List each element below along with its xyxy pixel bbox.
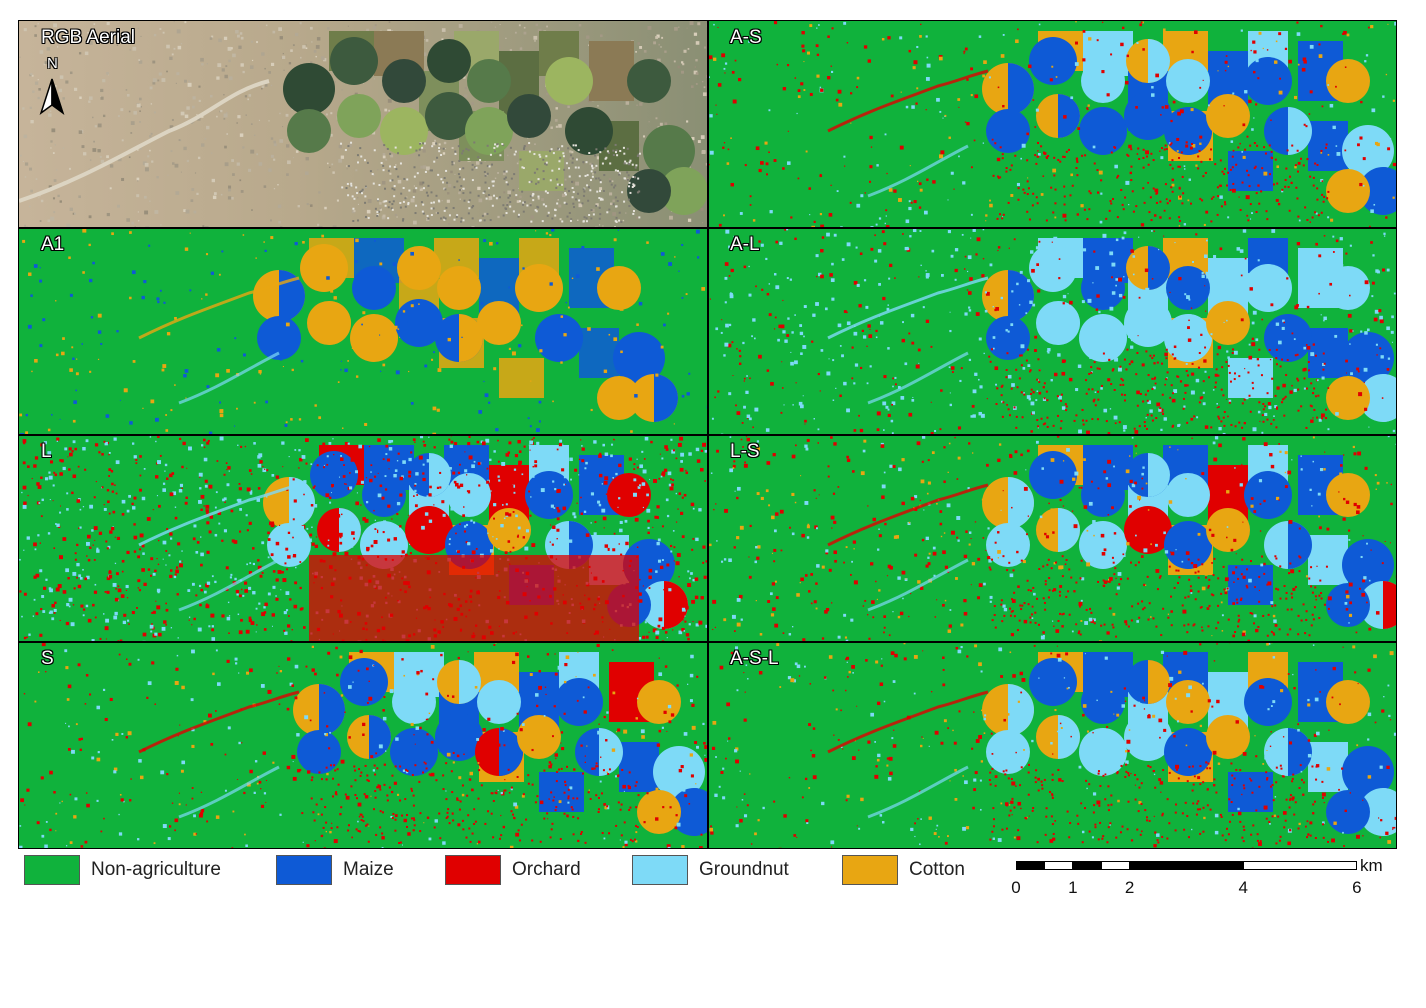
scale-bar-tick-label: 1: [1068, 878, 1078, 897]
legend-item-non-agriculture: Non-agriculture: [24, 855, 221, 885]
map-image-l: [19, 435, 707, 641]
scale-bar-segment: [1101, 861, 1130, 870]
grid-divider-horizontal: [19, 227, 1396, 229]
legend-item-cotton: Cotton: [842, 855, 965, 885]
map-panel-l-s: L-S: [708, 435, 1396, 641]
map-panel-a-s: A-S: [708, 21, 1396, 227]
legend-item-orchard: Orchard: [445, 855, 581, 885]
legend-swatch: [24, 855, 80, 885]
scale-bar-segment: [1243, 861, 1357, 870]
panel-label-a1: A1: [41, 234, 65, 255]
legend-label: Non-agriculture: [91, 859, 221, 880]
scale-bar-segment: [1072, 861, 1102, 870]
north-arrow-icon: [39, 78, 65, 115]
map-image-a-l: [708, 228, 1396, 434]
map-panel-a-s-l: A-S-L: [708, 642, 1396, 848]
map-image-rgb: [19, 21, 707, 227]
legend-label: Cotton: [909, 859, 965, 880]
map-panel-rgb: RGB Aerial N: [19, 21, 707, 227]
map-panel-a1: A1: [19, 228, 707, 434]
panel-label-l: L: [41, 441, 52, 462]
grid-divider-horizontal: [19, 641, 1396, 643]
legend-item-maize: Maize: [276, 855, 394, 885]
legend-swatch: [842, 855, 898, 885]
map-panel-a-l: A-L: [708, 228, 1396, 434]
map-panel-grid: RGB Aerial N A-S A1 A-L L L-S S A-S-L: [18, 20, 1397, 849]
legend-swatch: [276, 855, 332, 885]
panel-label-rgb: RGB Aerial: [41, 27, 135, 48]
legend-item-groundnut: Groundnut: [632, 855, 789, 885]
legend-swatch: [632, 855, 688, 885]
map-image-l-s: [708, 435, 1396, 641]
panel-label-s: S: [41, 648, 54, 669]
north-label: N: [47, 55, 58, 72]
scale-bar: km 0 1 2 4 6: [1010, 856, 1400, 906]
map-panel-l: L: [19, 435, 707, 641]
legend-label: Groundnut: [699, 859, 789, 880]
scale-bar-tick-label: 6: [1352, 878, 1362, 897]
panel-label-l-s: L-S: [730, 441, 760, 462]
map-image-a-s: [708, 21, 1396, 227]
legend-label: Maize: [343, 859, 394, 880]
panel-label-a-s-l: A-S-L: [730, 648, 779, 669]
legend-swatch: [445, 855, 501, 885]
panel-label-a-s: A-S: [730, 27, 762, 48]
scale-bar-tick-label: 0: [1011, 878, 1021, 897]
map-image-s: [19, 642, 707, 848]
panel-label-a-l: A-L: [730, 234, 760, 255]
scale-bar-tick-label: 2: [1124, 878, 1135, 897]
grid-divider-horizontal: [19, 434, 1396, 436]
scale-bar-segment: [1044, 861, 1073, 870]
map-image-a1: [19, 228, 707, 434]
legend-label: Orchard: [512, 859, 581, 880]
map-panel-s: S: [19, 642, 707, 848]
scale-bar-unit: km: [1360, 856, 1383, 875]
map-image-a-s-l: [708, 642, 1396, 848]
scale-bar-segment: [1129, 861, 1244, 870]
scale-bar-tick-label: 4: [1238, 878, 1248, 897]
legend: Non-agriculture Maize Orchard Groundnut Cott…: [18, 855, 1018, 889]
scale-bar-segment: [1016, 861, 1045, 870]
